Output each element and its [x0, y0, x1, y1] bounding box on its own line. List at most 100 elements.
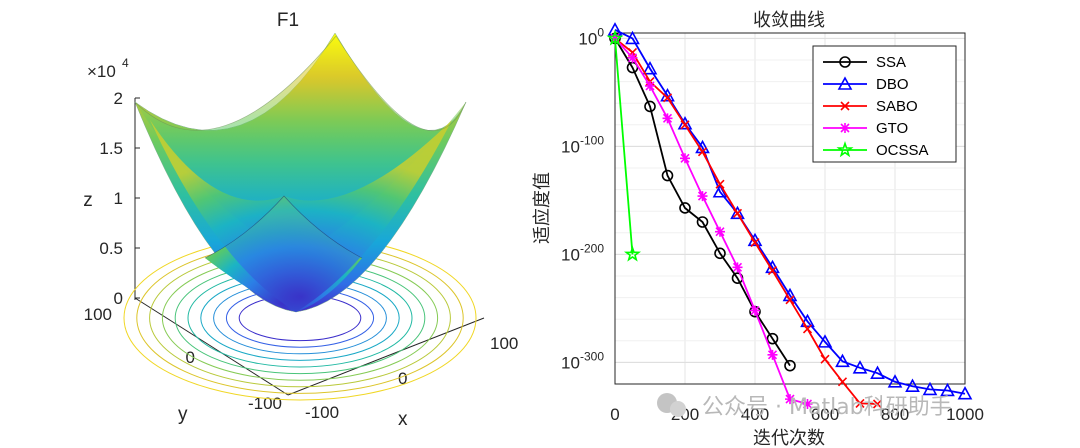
- series-group: [606, 22, 973, 409]
- y-tick-label: 10-200: [561, 241, 604, 264]
- marker-asterisk: [750, 305, 760, 316]
- legend-label: SABO: [876, 98, 918, 115]
- marker-triangle: [677, 116, 693, 130]
- marker-x: [802, 324, 813, 334]
- y-tick-label: 100: [578, 25, 604, 48]
- series-ssa: [609, 32, 796, 372]
- legend-label: OCSSA: [876, 142, 929, 159]
- watermark-text: 公众号 · Matlab科研助手: [702, 395, 952, 420]
- z-tick-label: 2: [114, 89, 123, 108]
- x-tick-label: -100: [305, 403, 339, 422]
- x-tick-label: 100: [490, 334, 518, 353]
- convergence-plot: 收敛曲线 0 200 400 600 800 1000 10010-10010-20010…: [532, 10, 984, 448]
- marker-circle: [714, 247, 726, 260]
- marker-triangle: [625, 30, 640, 45]
- legend-item-sabo: SABO: [823, 98, 918, 115]
- legend-item-ocssa: OCSSA: [823, 141, 929, 159]
- x-tick-label: 0: [398, 369, 407, 388]
- marker-triangle: [905, 378, 920, 392]
- marker-asterisk: [802, 399, 813, 409]
- marker-triangle: [837, 76, 853, 90]
- series-line: [614, 38, 634, 255]
- z-tick-label: 1: [114, 189, 123, 208]
- marker-triangle: [957, 386, 973, 400]
- marker-x: [662, 93, 673, 103]
- surface-front: [150, 120, 452, 312]
- marker-triangle: [870, 365, 885, 380]
- marker-x: [855, 398, 865, 409]
- legend-item-ssa: SSA: [823, 54, 906, 71]
- series-line: [614, 37, 878, 405]
- y-tick-label: 10-100: [561, 133, 604, 156]
- x-tick-label: 1000: [946, 405, 984, 424]
- legend-item-gto: GTO: [823, 120, 908, 137]
- x-tick-label: 0: [610, 405, 619, 424]
- marker-x: [872, 399, 883, 409]
- surface-rim: [134, 35, 467, 131]
- marker-circle: [696, 216, 709, 228]
- marker-x: [732, 208, 743, 218]
- marker-circle: [644, 100, 656, 113]
- z-multiplier-exponent: 4: [122, 56, 129, 70]
- convergence-title: 收敛曲线: [753, 10, 825, 31]
- marker-x: [715, 179, 725, 189]
- legend-box: [812, 45, 957, 163]
- series-ocssa: [606, 29, 642, 262]
- marker-x: [767, 266, 778, 276]
- marker-circle: [839, 56, 851, 68]
- marker-triangle: [852, 360, 868, 374]
- z-tick-label: 1.5: [99, 139, 123, 158]
- marker-star: [836, 141, 854, 158]
- marker-x: [820, 354, 830, 364]
- marker-star: [623, 245, 642, 262]
- marker-star: [606, 29, 624, 46]
- marker-circle: [784, 359, 796, 372]
- legend-label: GTO: [876, 120, 908, 137]
- plot-frame: [614, 32, 966, 385]
- marker-circle: [661, 169, 674, 182]
- series-line: [614, 37, 808, 405]
- marker-x: [680, 120, 690, 130]
- marker-asterisk: [715, 226, 725, 237]
- marker-triangle: [940, 382, 955, 397]
- x-tick-label: 400: [741, 405, 769, 424]
- marker-asterisk: [697, 191, 708, 202]
- marker-circle: [679, 202, 691, 214]
- marker-asterisk: [840, 123, 850, 133]
- legend-label: DBO: [876, 76, 909, 93]
- surface-title: F1: [277, 10, 299, 31]
- legend: SSA DBO SABO GTO OCSSA: [812, 45, 957, 163]
- marker-asterisk: [627, 52, 638, 63]
- marker-asterisk: [785, 394, 795, 405]
- marker-asterisk: [680, 153, 690, 164]
- x-axis-label: 迭代次数: [753, 428, 825, 448]
- surface-inner-edge: [204, 195, 363, 259]
- x-tick-label: 800: [881, 405, 909, 424]
- x-axis-label: x: [398, 409, 408, 430]
- marker-x: [750, 237, 760, 248]
- marker-x: [837, 377, 848, 387]
- marker-x: [785, 295, 795, 305]
- grid-lines: [614, 33, 966, 385]
- y-axis-label: 适应度值: [532, 172, 553, 244]
- marker-asterisk: [662, 113, 673, 124]
- y-tick-label: 10-300: [561, 349, 604, 372]
- x-tick-label: 600: [811, 405, 839, 424]
- marker-asterisk: [767, 349, 778, 360]
- marker-triangle: [817, 334, 833, 348]
- marker-triangle: [835, 353, 850, 368]
- marker-triangle: [642, 60, 658, 75]
- marker-triangle: [712, 184, 728, 198]
- series-line: [614, 37, 791, 367]
- wechat-icon-bubble: [670, 401, 686, 417]
- marker-triangle: [800, 313, 815, 328]
- legend-label: SSA: [876, 54, 906, 71]
- marker-x: [697, 147, 708, 157]
- y-tick-label: 0: [186, 348, 195, 367]
- series-gto: [610, 33, 813, 409]
- z-tick-label: 0: [114, 289, 123, 308]
- marker-x: [840, 101, 850, 111]
